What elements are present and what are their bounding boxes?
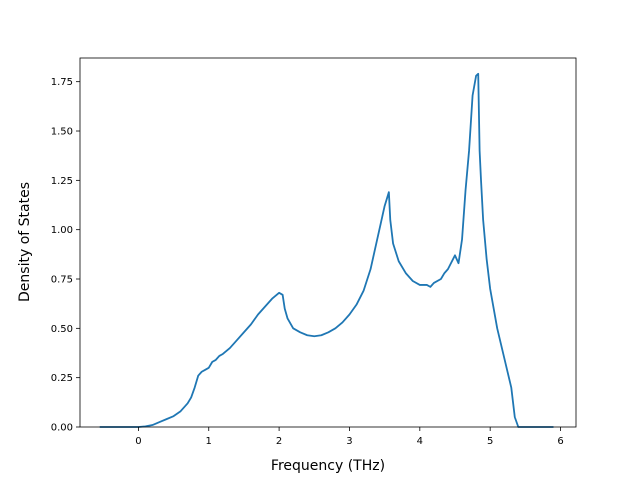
y-tick-label: 0.50 bbox=[51, 324, 73, 335]
y-tick-label: 1.25 bbox=[51, 176, 73, 187]
x-tick-label: 1 bbox=[206, 436, 212, 447]
y-tick-label: 0.75 bbox=[51, 275, 73, 286]
x-tick-label: 3 bbox=[346, 436, 352, 447]
y-axis-label: Density of States bbox=[17, 182, 33, 302]
y-axis: 0.00 0.25 0.50 0.75 1.00 1.25 1.50 1.75 bbox=[51, 77, 80, 434]
x-tick-label: 2 bbox=[276, 436, 282, 447]
axes-frame bbox=[79, 57, 577, 428]
plot-area bbox=[99, 72, 554, 428]
y-tick-label: 1.75 bbox=[51, 77, 73, 88]
y-tick-label: 0.00 bbox=[51, 423, 73, 434]
x-tick-label: 4 bbox=[417, 436, 423, 447]
x-tick-label: 5 bbox=[487, 436, 493, 447]
x-tick-label: 0 bbox=[135, 436, 141, 447]
x-axis-label: Frequency (THz) bbox=[271, 458, 385, 474]
y-tick-label: 0.25 bbox=[51, 373, 73, 384]
y-tick-label: 1.50 bbox=[51, 127, 73, 138]
dos-line-0 bbox=[99, 72, 554, 428]
x-axis: 0 1 2 3 4 5 6 bbox=[135, 427, 564, 447]
x-tick-label: 6 bbox=[557, 436, 563, 447]
y-tick-label: 1.00 bbox=[51, 225, 73, 236]
